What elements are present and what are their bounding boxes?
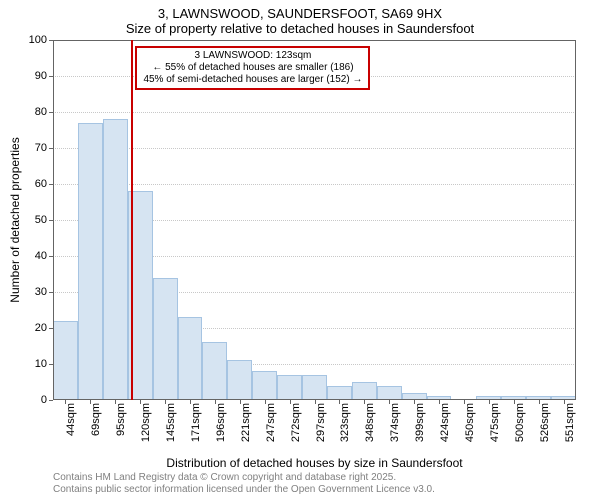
callout-line-3: 45% of semi-detached houses are larger (…	[143, 74, 362, 86]
x-tick-label: 171sqm	[190, 403, 202, 453]
x-tick-label: 272sqm	[290, 403, 302, 453]
histogram-bar	[377, 386, 402, 400]
histogram-bar	[352, 382, 377, 400]
x-tick-label: 196sqm	[215, 403, 227, 453]
y-tick-label: 60	[35, 178, 53, 190]
x-tick-label: 44sqm	[65, 403, 77, 453]
marker-line	[131, 40, 133, 400]
y-tick-label: 30	[35, 286, 53, 298]
histogram-bar	[227, 360, 252, 400]
callout-line-1: 3 LAWNSWOOD: 123sqm	[143, 50, 362, 62]
histogram-bar	[327, 386, 352, 400]
x-tick-label: 348sqm	[364, 403, 376, 453]
x-tick-label: 526sqm	[539, 403, 551, 453]
histogram-bar	[277, 375, 302, 400]
footer-line-1: Contains HM Land Registry data © Crown c…	[53, 472, 435, 484]
footer-line-2: Contains public sector information licen…	[53, 484, 435, 496]
x-tick-label: 95sqm	[115, 403, 127, 453]
y-tick-label: 50	[35, 214, 53, 226]
x-tick-label: 221sqm	[240, 403, 252, 453]
chart-title-block: 3, LAWNSWOOD, SAUNDERSFOOT, SA69 9HX Siz…	[0, 6, 600, 36]
x-tick-label: 247sqm	[265, 403, 277, 453]
x-axis-label: Distribution of detached houses by size …	[166, 456, 462, 470]
y-tick-label: 20	[35, 322, 53, 334]
histogram-bar	[202, 342, 227, 400]
y-tick-label: 100	[29, 34, 53, 46]
x-tick-label: 297sqm	[315, 403, 327, 453]
chart-title-line2: Size of property relative to detached ho…	[0, 21, 600, 36]
plot-area: 3 LAWNSWOOD: 123sqm ← 55% of detached ho…	[53, 40, 576, 400]
histogram-bar	[153, 278, 178, 400]
histogram-bar	[252, 371, 277, 400]
y-tick-label: 80	[35, 106, 53, 118]
histogram-bar	[178, 317, 203, 400]
x-tick-label: 500sqm	[514, 403, 526, 453]
x-tick-label: 323sqm	[339, 403, 351, 453]
x-tick-label: 551sqm	[564, 403, 576, 453]
x-tick-label: 399sqm	[414, 403, 426, 453]
histogram-bar	[78, 123, 103, 400]
y-tick-label: 40	[35, 250, 53, 262]
chart-container: 3, LAWNSWOOD, SAUNDERSFOOT, SA69 9HX Siz…	[0, 0, 600, 500]
x-tick-label: 374sqm	[389, 403, 401, 453]
histogram-bar	[53, 321, 78, 400]
x-tick-label: 424sqm	[439, 403, 451, 453]
y-axis-label: Number of detached properties	[8, 137, 22, 302]
callout-line-2: ← 55% of detached houses are smaller (18…	[143, 62, 362, 74]
histogram-bar	[103, 119, 128, 400]
y-tick-label: 90	[35, 70, 53, 82]
chart-title-line1: 3, LAWNSWOOD, SAUNDERSFOOT, SA69 9HX	[0, 6, 600, 21]
histogram-bar	[302, 375, 327, 400]
x-tick-label: 145sqm	[165, 403, 177, 453]
callout-box: 3 LAWNSWOOD: 123sqm ← 55% of detached ho…	[135, 46, 370, 90]
y-tick-label: 70	[35, 142, 53, 154]
y-tick-label: 0	[41, 394, 53, 406]
y-tick-label: 10	[35, 358, 53, 370]
histogram-bar	[402, 393, 427, 400]
x-tick-label: 120sqm	[140, 403, 152, 453]
chart-footer: Contains HM Land Registry data © Crown c…	[53, 472, 435, 496]
x-tick-label: 450sqm	[464, 403, 476, 453]
x-tick-label: 475sqm	[489, 403, 501, 453]
x-tick-label: 69sqm	[90, 403, 102, 453]
